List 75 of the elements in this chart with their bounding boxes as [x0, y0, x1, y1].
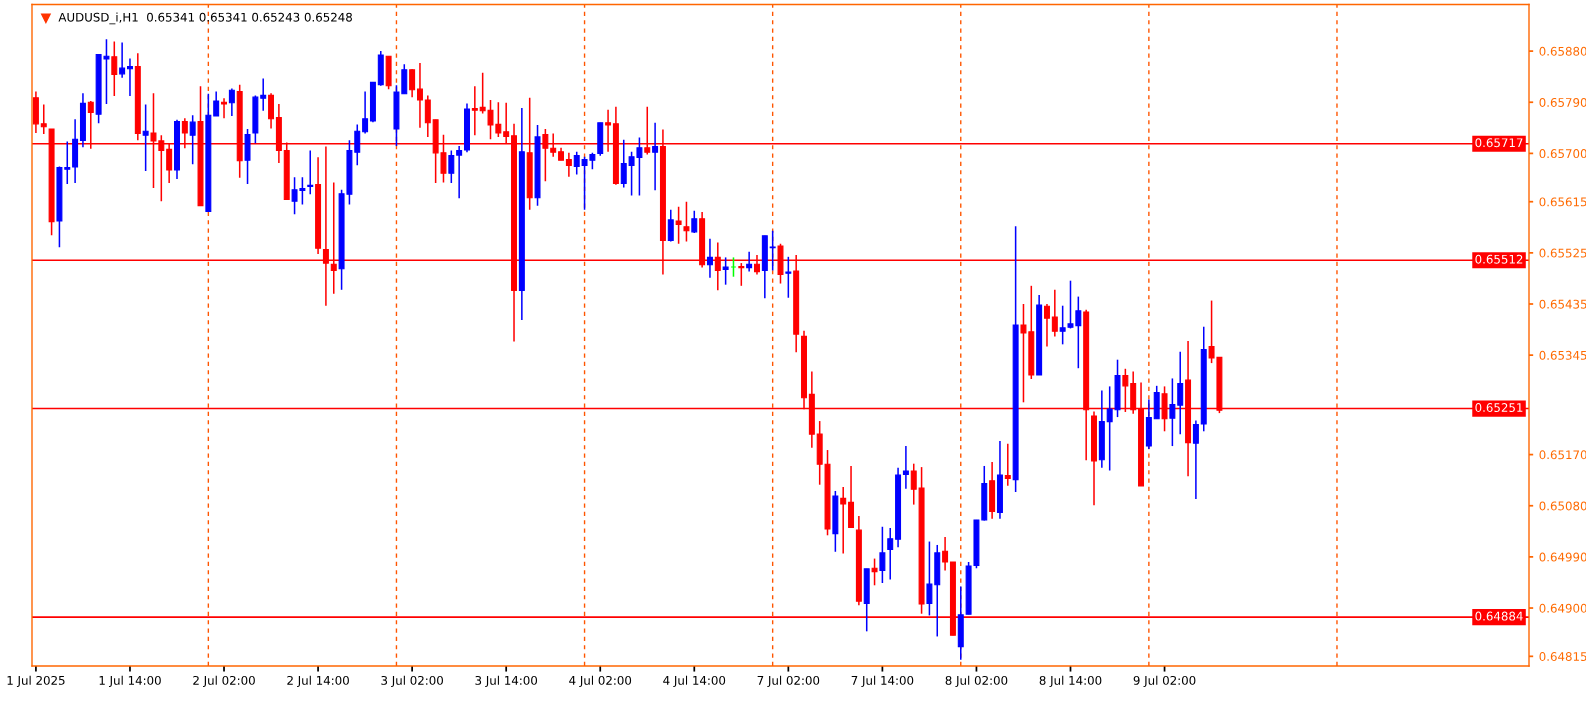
x-tick-label: 2 Jul 14:00: [287, 675, 349, 688]
candlestick: [738, 262, 745, 287]
candlestick: [871, 557, 878, 587]
candlestick: [456, 145, 463, 200]
candlestick: [879, 526, 886, 584]
candlestick: [1051, 289, 1058, 338]
x-tick-label: 8 Jul 02:00: [945, 675, 1008, 688]
candlestick: [706, 237, 713, 279]
y-tick-label: 0.64815: [1539, 652, 1586, 661]
ref-line-label: 0.64884: [1475, 611, 1523, 621]
x-tick-label: 4 Jul 14:00: [663, 675, 726, 688]
x-tick-label: 2 Jul 02:00: [193, 675, 255, 688]
y-tick-label: 0.65790: [1539, 97, 1586, 107]
candlestick: [307, 149, 314, 196]
candlestick: [667, 208, 674, 243]
candlestick: [189, 114, 196, 165]
y-tick-label: 0.65615: [1539, 197, 1586, 207]
text: AUDUSD_i,H1 0.65341 0.65341 0.65243 0.65248: [58, 12, 352, 25]
candlestick: [1043, 303, 1050, 348]
candlestick: [119, 41, 126, 79]
candlestick: [362, 90, 369, 135]
candlestick: [111, 40, 118, 97]
candlestick: [409, 68, 416, 98]
ref-line-label: 0.65251: [1475, 403, 1523, 412]
candlestick: [926, 540, 933, 617]
y-tick-label: 0.65700: [1539, 149, 1586, 159]
y-tick-label: 0.65080: [1539, 501, 1586, 511]
candlestick: [691, 210, 698, 234]
candlestick: [785, 256, 792, 299]
y-tick-label: 0.65435: [1539, 299, 1586, 309]
candlestick: [652, 121, 659, 192]
x-tick-label: 8 Jul 14:00: [1039, 675, 1102, 688]
candlestick: [730, 256, 737, 278]
x-tick-label: 7 Jul 14:00: [851, 675, 914, 688]
candlestick: [565, 152, 572, 178]
candlestick: [448, 149, 455, 184]
candlestick: [722, 256, 729, 286]
x-tick-label: 3 Jul 14:00: [475, 675, 538, 688]
x-tick-label: 7 Jul 02:00: [757, 675, 820, 688]
candlestick: [683, 200, 690, 243]
candlestick: [675, 206, 682, 245]
candlestick: [268, 92, 275, 130]
candlestick: [142, 103, 149, 172]
candlestick: [213, 90, 220, 117]
x-tick-label: 4 Jul 02:00: [569, 675, 632, 688]
ref-line-label: 0.65512: [1475, 254, 1523, 264]
candlestick: [260, 77, 267, 112]
candlestick: [746, 250, 753, 273]
ref-line-label: 0.65717: [1475, 138, 1523, 148]
candlestick: [471, 85, 478, 136]
candlestick: [1177, 350, 1184, 435]
y-tick-label: 0.64900: [1539, 603, 1586, 613]
candlestick: [902, 445, 909, 490]
candlestick: [424, 94, 431, 138]
x-tick-label: 3 Jul 02:00: [381, 675, 443, 688]
candlestick: [126, 57, 133, 97]
y-tick-label: 0.65525: [1539, 248, 1586, 258]
candlestick: [1169, 377, 1176, 447]
x-tick-label: 1 Jul 14:00: [99, 675, 161, 688]
candlestick: [1192, 419, 1199, 500]
candlestick: [228, 87, 235, 117]
y-tick-label: 0.65345: [1539, 350, 1586, 360]
candlestick: [887, 527, 894, 581]
x-tick-label: 9 Jul 02:00: [1133, 675, 1196, 688]
candlestick: [942, 536, 949, 572]
candlestick: [40, 103, 47, 135]
candlestick: [416, 62, 423, 129]
candlestick: [620, 138, 627, 189]
candlestick: [1004, 443, 1011, 487]
candlestick: [221, 97, 228, 119]
y-tick-label: 0.64990: [1539, 552, 1586, 562]
y-tick-label: 0.65170: [1539, 450, 1586, 460]
y-tick-label: 0.65880: [1539, 46, 1586, 56]
candlestick: [840, 486, 847, 555]
x-tick-label: 1 Jul 2025: [7, 675, 65, 688]
